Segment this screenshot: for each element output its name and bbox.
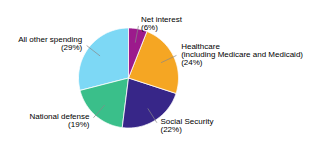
svg-text:National defense(19%): National defense(19%): [29, 112, 90, 129]
svg-text:Healthcare(including Medicare: Healthcare(including Medicare and Medica…: [181, 42, 303, 67]
svg-text:Net interest(6%): Net interest(6%): [141, 15, 183, 32]
svg-text:All other spending(29%): All other spending(29%): [18, 35, 82, 52]
svg-text:Social Security(22%): Social Security(22%): [161, 117, 214, 134]
